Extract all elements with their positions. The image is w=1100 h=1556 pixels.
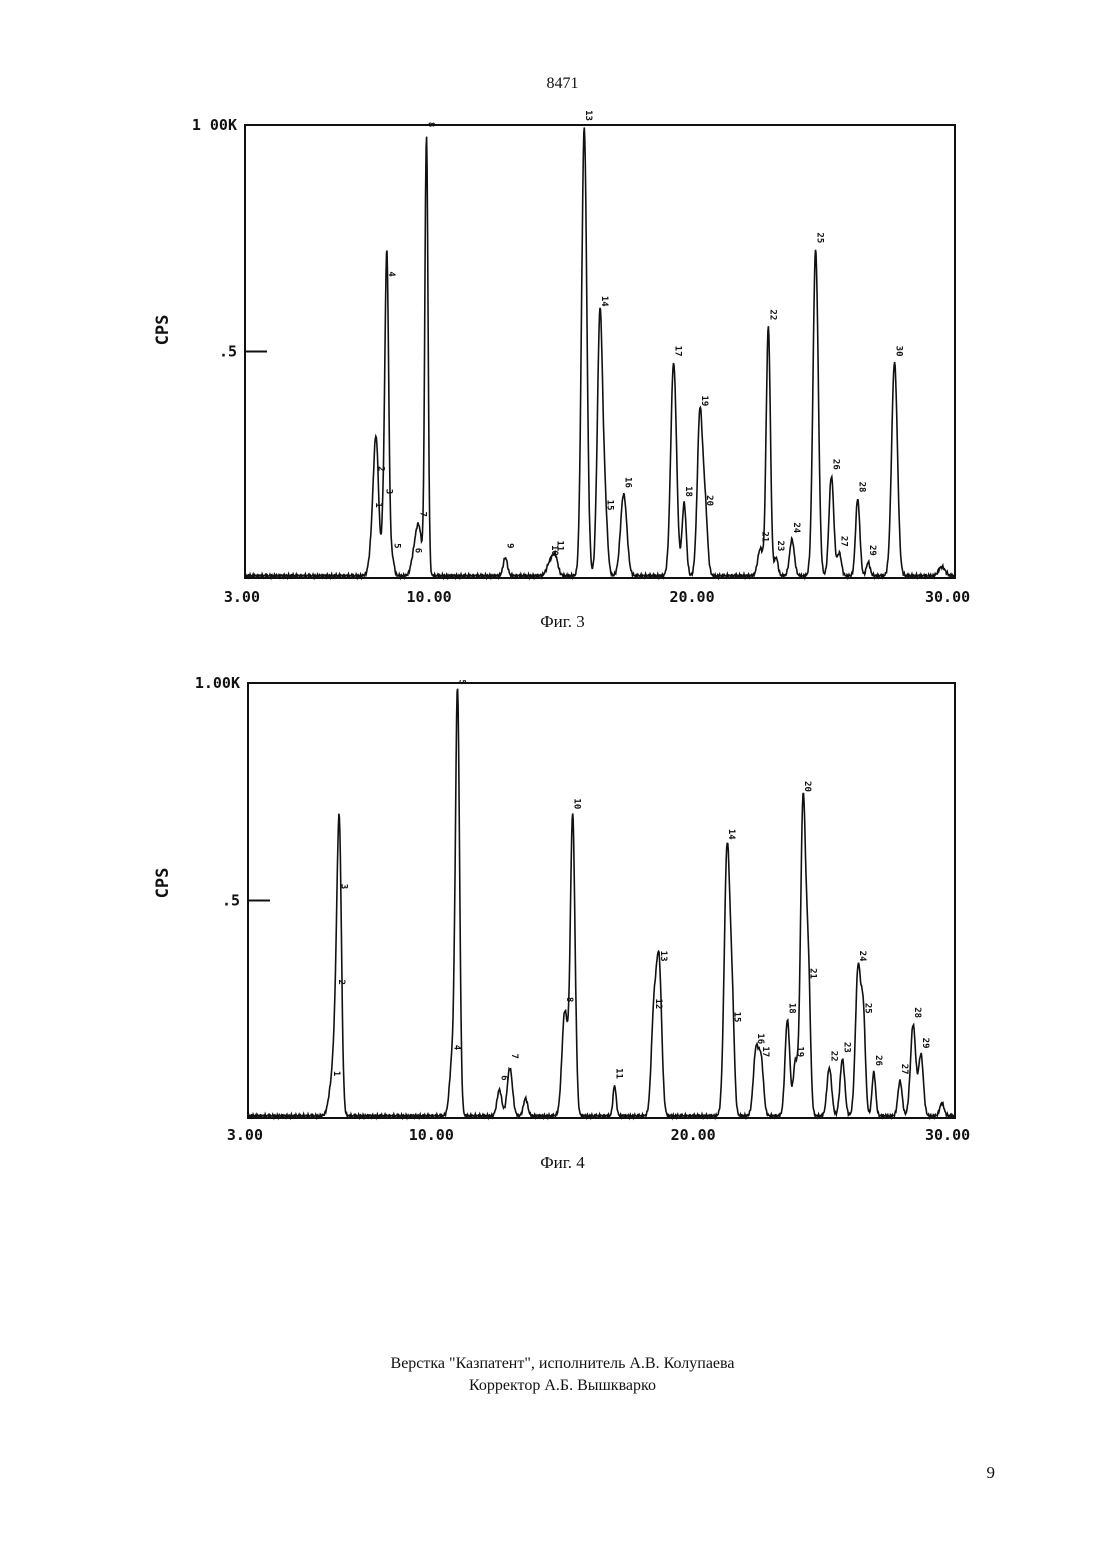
peak-label: 8 [425, 122, 435, 127]
footer-typesetting-line: Верстка "Казпатент", исполнитель А.В. Ко… [0, 1353, 1100, 1375]
y-axis-label: CPS [153, 868, 173, 899]
peak-label: 17 [673, 346, 683, 357]
peak-label: 24 [791, 522, 801, 533]
diffraction-trace [248, 689, 955, 1118]
x-tick-label: 30.00 [925, 588, 970, 606]
peak-label: 3 [383, 489, 393, 494]
x-tick-label: 20.00 [669, 588, 714, 606]
peak-label: 21 [759, 531, 769, 542]
peak-label: 5 [391, 543, 401, 548]
peak-label: 18 [683, 486, 693, 497]
peak-label: 17 [760, 1046, 770, 1057]
peak-label: 13 [658, 951, 668, 962]
y-axis-label: CPS [153, 315, 173, 346]
plot-frame [245, 125, 955, 578]
peak-label: 19 [794, 1046, 804, 1057]
y-tick-label: .5 [222, 892, 240, 910]
page-number: 9 [987, 1463, 996, 1483]
peak-label: 6 [498, 1075, 508, 1080]
x-tick-label: 3.00 [227, 1126, 263, 1144]
peak-label: 2 [336, 979, 346, 984]
peak-label: 6 [412, 548, 422, 553]
peak-label: 15 [731, 1012, 741, 1023]
diffraction-trace [245, 127, 955, 577]
peak-label: 28 [912, 1007, 922, 1018]
peak-label: 22 [767, 309, 777, 320]
chart-fig4-caption: Фиг. 4 [0, 1153, 1100, 1173]
document-number: 8471 [0, 75, 1100, 93]
xrd-chart-fig3: 1 00K.5CPS3.0010.0020.0030.0012345678910… [0, 100, 1100, 610]
peak-label: 9 [504, 543, 514, 548]
peak-label: 30 [894, 346, 904, 357]
x-tick-label: 10.00 [409, 1126, 454, 1144]
peak-label: 16 [755, 1033, 765, 1044]
peak-label: 25 [862, 1003, 872, 1014]
footer: Верстка "Казпатент", исполнитель А.В. Ко… [0, 1353, 1100, 1397]
peak-label: 26 [873, 1055, 883, 1066]
peak-label: 14 [726, 829, 736, 840]
y-tick-label: 1 00K [192, 116, 237, 134]
peak-label: 7 [509, 1053, 519, 1058]
peak-label: 21 [807, 968, 817, 979]
footer-corrector-line: Корректор А.Б. Вышкварко [0, 1375, 1100, 1397]
peak-label: 11 [554, 540, 564, 551]
chart-fig4-svg: 1.00K.5CPS3.0010.0020.0030.0012345678101… [0, 655, 1100, 1155]
x-tick-label: 3.00 [224, 588, 260, 606]
peak-label: 15 [604, 500, 614, 511]
peak-label: 16 [623, 477, 633, 488]
peak-label: 25 [815, 232, 825, 243]
peak-label: 14 [599, 296, 609, 307]
xrd-chart-fig4: 1.00K.5CPS3.0010.0020.0030.0012345678101… [0, 655, 1100, 1155]
peak-label: 29 [920, 1038, 930, 1049]
peak-label: 23 [841, 1042, 851, 1053]
peak-label: 20 [802, 781, 812, 792]
peak-label: 18 [786, 1003, 796, 1014]
y-tick-label: 1.00K [195, 674, 240, 692]
peak-label: 26 [830, 459, 840, 470]
peak-label: 10 [572, 798, 582, 809]
y-tick-label: .5 [219, 343, 237, 361]
peak-label: 20 [704, 495, 714, 506]
peak-label: 11 [614, 1068, 624, 1079]
peak-label: 5 [456, 679, 466, 684]
peak-label: 22 [828, 1051, 838, 1062]
x-tick-label: 10.00 [406, 588, 451, 606]
peak-label: 24 [857, 951, 867, 962]
peak-label: 23 [775, 540, 785, 551]
peak-label: 27 [899, 1064, 909, 1075]
peak-label: 8 [564, 997, 574, 1002]
peak-label: 1 [373, 502, 383, 507]
peak-label: 28 [857, 482, 867, 493]
peak-label: 12 [653, 999, 663, 1010]
peak-label: 7 [418, 511, 428, 516]
peak-label: 27 [838, 536, 848, 547]
peak-label: 13 [583, 110, 593, 121]
chart-fig3-svg: 1 00K.5CPS3.0010.0020.0030.0012345678910… [0, 100, 1100, 610]
x-tick-label: 30.00 [925, 1126, 970, 1144]
peak-label: 4 [451, 1045, 461, 1051]
peak-label: 1 [331, 1071, 341, 1076]
peak-label: 2 [375, 466, 385, 471]
peak-label: 19 [699, 395, 709, 406]
peak-label: 29 [867, 545, 877, 556]
x-tick-label: 20.00 [671, 1126, 716, 1144]
peak-label: 4 [386, 271, 396, 277]
chart-fig3-caption: Фиг. 3 [0, 612, 1100, 632]
peak-label: 3 [339, 884, 349, 889]
